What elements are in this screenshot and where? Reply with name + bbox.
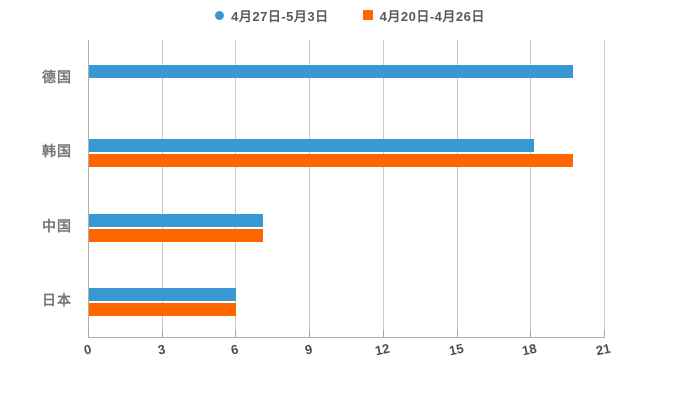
- bar-中国-blue: [89, 214, 264, 227]
- x-axis-tick: [309, 330, 311, 337]
- y-axis-line: [88, 40, 89, 337]
- y-axis-label: 日本: [42, 291, 72, 308]
- bar-日本-blue: [89, 288, 237, 301]
- legend-square-marker-icon: [362, 10, 373, 20]
- x-axis-tick-label: 21: [594, 340, 612, 359]
- x-axis-tick: [235, 330, 237, 337]
- gridline: [309, 40, 311, 337]
- bar-中国-orange: [89, 229, 264, 242]
- x-axis-tick: [88, 330, 89, 337]
- x-axis-tick: [530, 330, 532, 337]
- legend-item-week-current[interactable]: 4月27日-5月3日: [215, 6, 328, 25]
- gridline: [530, 40, 532, 337]
- legend-item-label: 4月20日-4月26日: [379, 8, 485, 24]
- gridline: [604, 40, 605, 337]
- chart-legend: 4月27日-5月3日 4月20日-4月26日: [0, 6, 700, 24]
- x-axis-tick-label: 6: [229, 341, 241, 358]
- x-axis-tick-label: 9: [303, 341, 314, 358]
- x-axis-tick-label: 18: [520, 340, 539, 359]
- x-axis-line: [88, 337, 605, 338]
- gridline: [382, 40, 384, 337]
- y-axis-label: 韩国: [42, 143, 72, 160]
- legend-circle-marker-icon: [215, 10, 225, 20]
- x-axis-tick-label: 0: [82, 341, 93, 358]
- x-axis-tick: [604, 330, 605, 337]
- plot-area: 0 3 6 9 12 15 18 21: [83, 40, 612, 358]
- bar-韩国-orange: [89, 154, 574, 167]
- x-axis-tick: [456, 330, 458, 337]
- x-axis-tick: [161, 330, 163, 337]
- y-axis-label: 中国: [42, 217, 72, 234]
- x-axis-tick-label: 12: [373, 340, 391, 359]
- x-axis-tick-label: 3: [156, 341, 167, 358]
- x-axis-tick-label: 15: [447, 340, 465, 359]
- bar-日本-orange: [89, 303, 237, 316]
- gridline: [161, 40, 163, 337]
- legend-item-label: 4月27日-5月3日: [231, 8, 329, 24]
- y-axis-label: 德国: [42, 69, 72, 86]
- bar-韩国-blue: [89, 139, 534, 152]
- legend-item-week-previous[interactable]: 4月20日-4月26日: [362, 6, 485, 25]
- bar-德国-blue: [89, 65, 574, 78]
- gridline: [235, 40, 237, 337]
- gridline: [456, 40, 458, 337]
- x-axis-tick: [382, 330, 384, 337]
- y-axis: 德国 韩国 中国 日本: [0, 40, 80, 337]
